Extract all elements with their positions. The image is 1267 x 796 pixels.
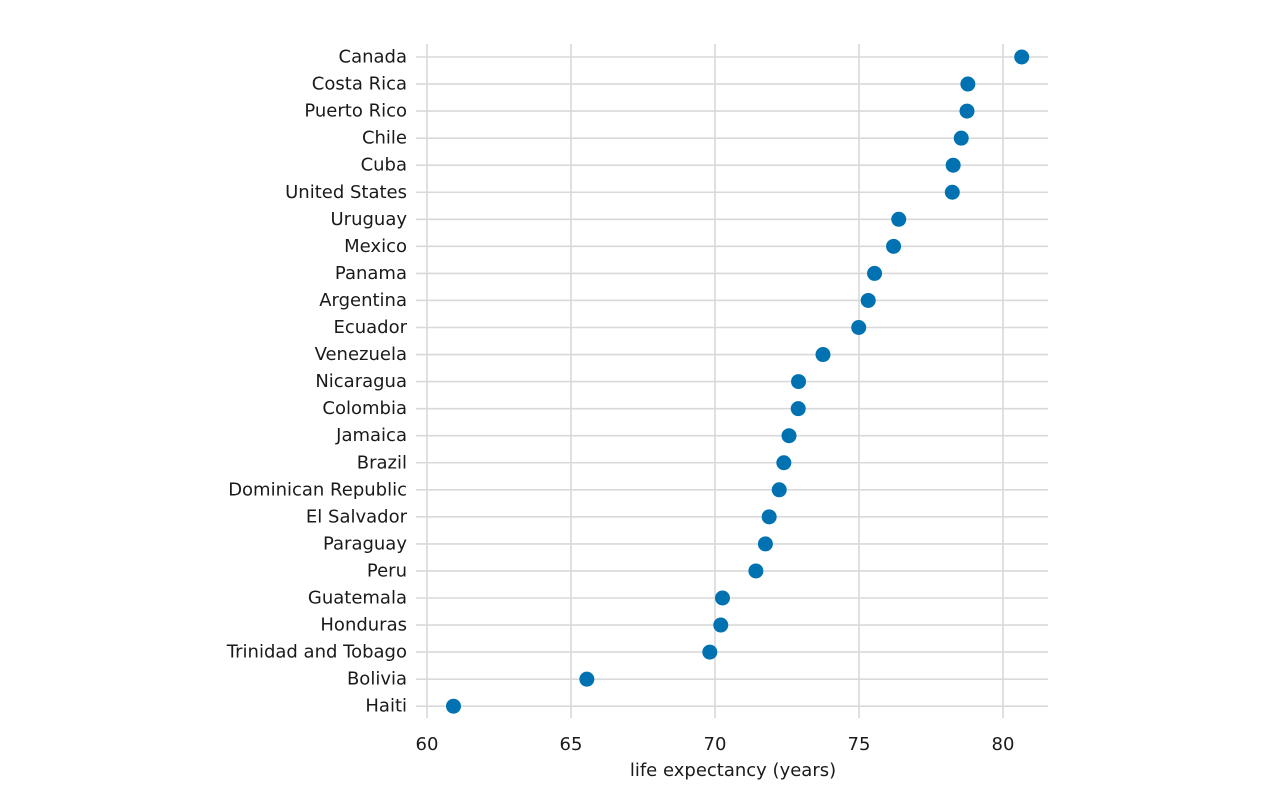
data-point <box>776 455 792 471</box>
data-point <box>1014 49 1030 65</box>
category-labels: Canada Costa Rica Puerto Rico Chile Cuba Unit… <box>226 47 408 717</box>
category-label: Chile <box>362 128 407 149</box>
category-label: Guatemala <box>308 588 407 609</box>
data-point <box>445 698 461 714</box>
x-tick-label: 65 <box>560 734 583 755</box>
category-label: El Salvador <box>306 506 408 527</box>
data-point <box>771 482 787 498</box>
data-point <box>714 590 730 606</box>
data-point <box>713 617 729 633</box>
data-point <box>945 157 961 173</box>
x-tick-label: 70 <box>704 734 727 755</box>
category-label: Bolivia <box>347 669 407 690</box>
data-point <box>953 130 969 146</box>
data-point <box>944 184 960 200</box>
data-point <box>781 428 797 444</box>
data-point <box>891 211 907 227</box>
category-label: Argentina <box>319 290 407 311</box>
data-point <box>761 509 777 525</box>
category-label: Mexico <box>344 236 407 257</box>
data-point <box>791 374 807 390</box>
data-point <box>748 563 764 579</box>
category-label: United States <box>285 182 407 203</box>
data-point <box>790 401 806 417</box>
x-tick-label: 80 <box>992 734 1015 755</box>
category-label: Jamaica <box>335 425 407 446</box>
grid-layer <box>416 44 1048 718</box>
category-label: Colombia <box>322 398 407 419</box>
x-tick-label: 75 <box>848 734 871 755</box>
category-label: Costa Rica <box>312 74 407 95</box>
category-label: Venezuela <box>315 344 407 365</box>
category-label: Panama <box>335 263 407 284</box>
category-label: Ecuador <box>333 317 407 338</box>
x-tick-labels: 60 65 70 75 80 <box>416 734 1015 755</box>
category-label: Paraguay <box>323 533 407 554</box>
data-point <box>579 671 595 687</box>
category-label: Uruguay <box>331 209 408 230</box>
x-axis-title: life expectancy (years) <box>630 760 836 781</box>
data-point <box>815 347 831 363</box>
category-label: Cuba <box>361 155 407 176</box>
data-point <box>867 265 883 281</box>
data-point <box>959 103 975 119</box>
data-point <box>860 292 876 308</box>
data-point <box>886 238 902 254</box>
data-point <box>851 320 867 335</box>
category-label: Honduras <box>320 615 407 636</box>
category-label: Nicaragua <box>315 371 407 392</box>
points-layer <box>445 49 1030 714</box>
data-point <box>757 536 773 552</box>
category-label: Peru <box>367 560 407 581</box>
category-label: Canada <box>339 47 408 68</box>
category-label: Dominican Republic <box>228 479 407 500</box>
category-label: Trinidad and Tobago <box>226 642 407 663</box>
data-point <box>960 76 976 92</box>
data-point <box>702 644 718 660</box>
category-label: Puerto Rico <box>304 101 407 122</box>
x-tick-label: 60 <box>416 734 439 755</box>
category-label: Haiti <box>365 696 407 717</box>
category-label: Brazil <box>357 452 407 473</box>
